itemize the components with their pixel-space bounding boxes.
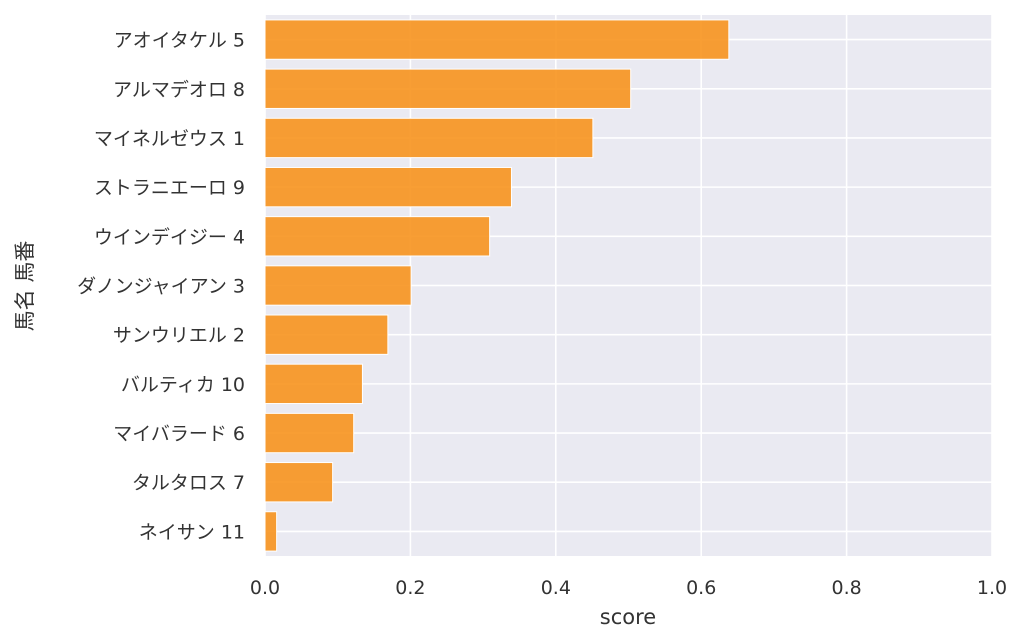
x-tick-label: 0.2 <box>395 577 425 599</box>
y-tick-labels: アオイタケル 5 アルマデオロ 8 マイネルゼウス 1 ストラニエーロ 9 ウインデイジ… <box>77 30 245 544</box>
y-axis-label: 馬名 馬番 <box>13 241 37 332</box>
x-tick-label: 0.8 <box>831 577 861 599</box>
bar <box>264 19 730 60</box>
bar <box>264 363 363 405</box>
bar <box>264 117 594 159</box>
bars <box>264 19 730 552</box>
x-axis-label: score <box>600 605 656 629</box>
y-tick-label: マイバラード 6 <box>113 423 245 445</box>
x-tick-label: 0.6 <box>686 577 716 599</box>
y-tick-label: ウインデイジー 4 <box>94 226 245 248</box>
x-tick-label: 0.4 <box>541 577 571 599</box>
bar <box>264 314 389 355</box>
y-tick-label: アルマデオロ 8 <box>113 79 245 101</box>
y-tick-label: サンウリエル 2 <box>113 325 245 347</box>
bar <box>264 462 334 503</box>
bar <box>264 68 632 109</box>
x-tick-label: 1.0 <box>977 577 1007 599</box>
bar <box>264 216 491 257</box>
bar <box>264 166 512 208</box>
y-tick-label: アオイタケル 5 <box>114 30 245 52</box>
x-tick-label: 0.0 <box>250 577 280 599</box>
x-tick-labels: 0.0 0.2 0.4 0.6 0.8 1.0 <box>250 577 1007 599</box>
y-tick-label: バルティカ 10 <box>121 374 245 396</box>
bar <box>264 265 412 306</box>
y-tick-label: ストラニエーロ 9 <box>94 177 245 199</box>
bar <box>264 412 355 454</box>
y-tick-label: ネイサン 11 <box>139 521 245 543</box>
bar <box>264 511 278 552</box>
y-tick-label: マイネルゼウス 1 <box>94 128 245 150</box>
y-tick-label: タルタロス 7 <box>132 472 245 494</box>
y-tick-label: ダノンジャイアン 3 <box>77 276 245 298</box>
